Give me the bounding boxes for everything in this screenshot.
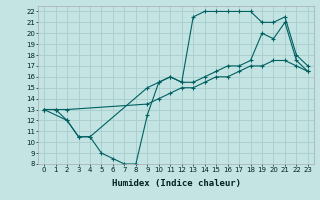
X-axis label: Humidex (Indice chaleur): Humidex (Indice chaleur) <box>111 179 241 188</box>
